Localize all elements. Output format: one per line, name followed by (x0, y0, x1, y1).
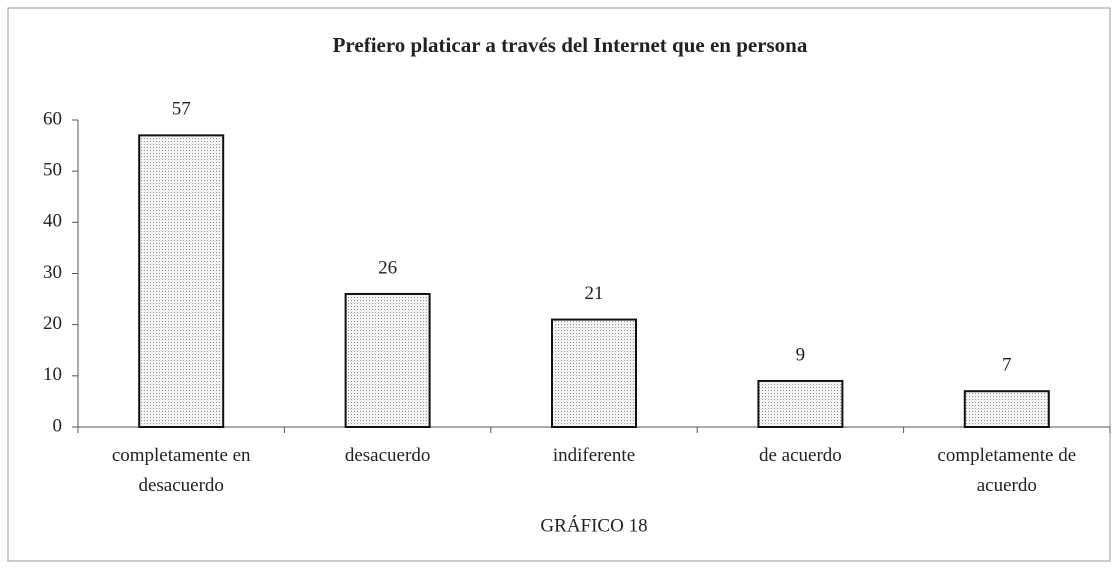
data-label: 57 (172, 99, 191, 120)
y-tick-label: 20 (43, 313, 62, 334)
y-tick-label: 50 (43, 160, 62, 181)
x-tick-label: de acuerdo (758, 445, 842, 466)
x-tick-label: desacuerdo (344, 445, 431, 466)
y-tick-label: 40 (43, 211, 62, 232)
y-tick-label: 0 (53, 415, 63, 436)
x-axis-label: GRÁFICO 18 (540, 514, 647, 536)
bar (344, 292, 431, 429)
bar (757, 379, 844, 429)
x-tick-label: indiferente (552, 445, 636, 466)
data-label: 21 (585, 283, 604, 304)
bar (138, 134, 225, 428)
x-tick-label: completamente de acuerdo (937, 445, 1077, 496)
frame (7, 7, 1111, 562)
data-label: 7 (1002, 355, 1012, 376)
y-tick-label: 30 (43, 262, 62, 283)
chart-title: Prefiero platicar a través del Internet … (333, 33, 808, 57)
data-label: 9 (796, 344, 806, 365)
bar (963, 390, 1050, 428)
y-tick-label: 60 (43, 108, 62, 129)
y-tick-label: 10 (43, 364, 62, 385)
x-tick-label: completamente en desacuerdo (111, 445, 251, 496)
bar (551, 318, 637, 428)
data-label: 26 (378, 257, 397, 278)
